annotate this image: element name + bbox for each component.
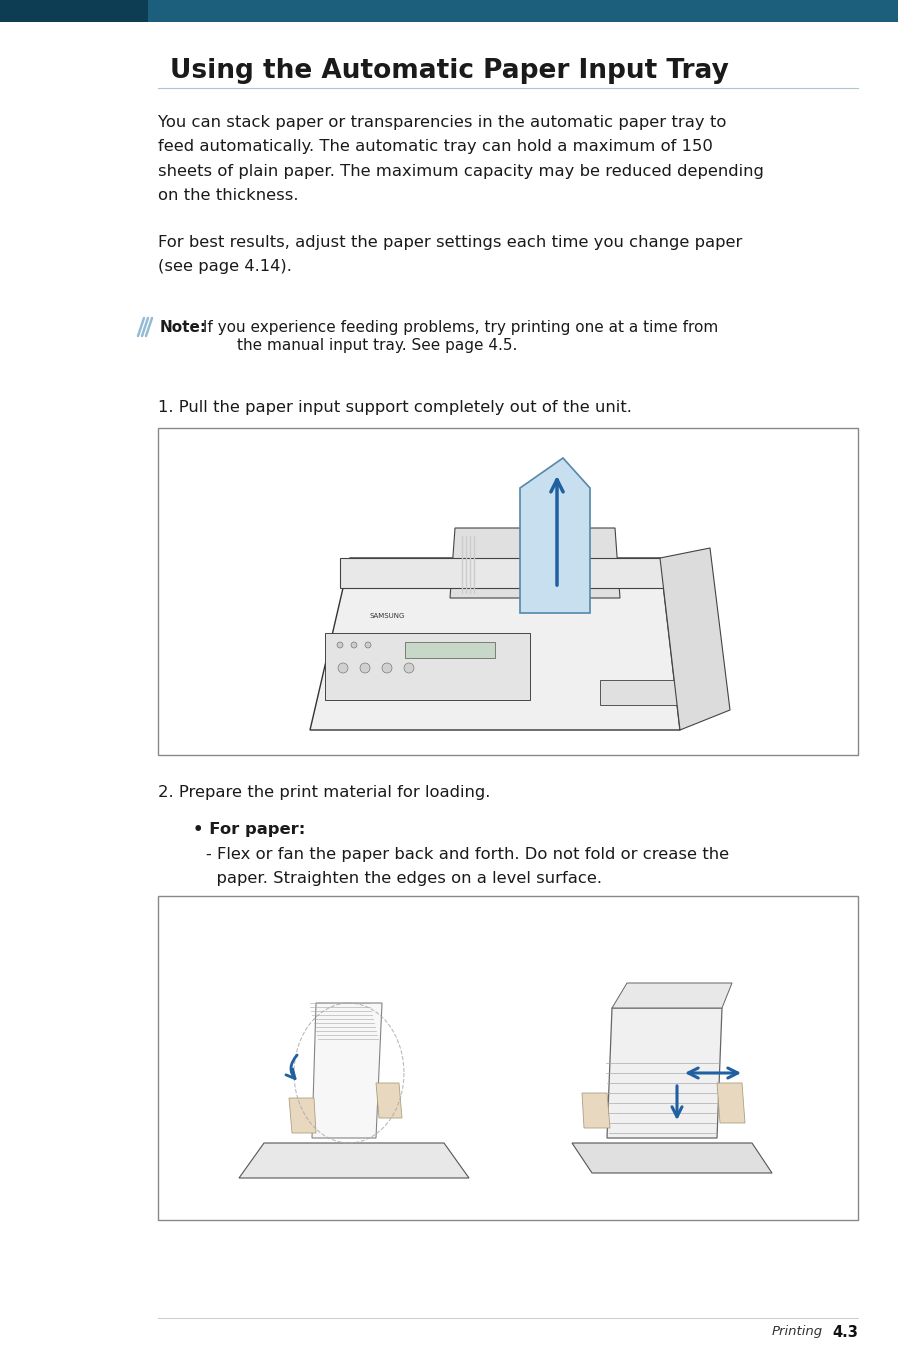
Bar bbox=[340, 558, 670, 588]
Polygon shape bbox=[607, 1008, 722, 1138]
Text: (see page 4.14).: (see page 4.14). bbox=[158, 259, 292, 274]
Bar bbox=[158, 896, 858, 1219]
Polygon shape bbox=[289, 1098, 316, 1133]
Circle shape bbox=[382, 663, 392, 672]
Bar bbox=[0, 0, 148, 22]
Text: If you experience feeding problems, try printing one at a time from: If you experience feeding problems, try … bbox=[198, 321, 718, 336]
Polygon shape bbox=[612, 983, 732, 1008]
Polygon shape bbox=[376, 1083, 402, 1118]
Polygon shape bbox=[572, 1143, 772, 1173]
Bar bbox=[405, 642, 495, 657]
Circle shape bbox=[365, 642, 371, 648]
Circle shape bbox=[360, 663, 370, 672]
Polygon shape bbox=[312, 1003, 382, 1138]
Polygon shape bbox=[450, 528, 620, 597]
Bar bbox=[0, 0, 898, 22]
Text: 4.3: 4.3 bbox=[832, 1324, 858, 1339]
Bar bbox=[600, 681, 710, 705]
Polygon shape bbox=[239, 1143, 469, 1178]
Text: For best results, adjust the paper settings each time you change paper: For best results, adjust the paper setti… bbox=[158, 235, 743, 250]
Text: Printing: Printing bbox=[772, 1324, 823, 1338]
Text: on the thickness.: on the thickness. bbox=[158, 188, 298, 203]
Circle shape bbox=[337, 642, 343, 648]
Text: feed automatically. The automatic tray can hold a maximum of 150: feed automatically. The automatic tray c… bbox=[158, 139, 713, 154]
Text: paper. Straighten the edges on a level surface.: paper. Straighten the edges on a level s… bbox=[206, 872, 602, 887]
Circle shape bbox=[351, 642, 357, 648]
Text: • For paper:: • For paper: bbox=[193, 822, 305, 837]
Text: - Flex or fan the paper back and forth. Do not fold or crease the: - Flex or fan the paper back and forth. … bbox=[206, 847, 729, 862]
Text: 1. Pull the paper input support completely out of the unit.: 1. Pull the paper input support complete… bbox=[158, 400, 632, 415]
Polygon shape bbox=[660, 548, 730, 730]
Text: 2. Prepare the print material for loading.: 2. Prepare the print material for loadin… bbox=[158, 786, 490, 801]
Polygon shape bbox=[717, 1083, 745, 1123]
Text: the manual input tray. See page 4.5.: the manual input tray. See page 4.5. bbox=[198, 338, 517, 353]
Circle shape bbox=[404, 663, 414, 672]
Polygon shape bbox=[520, 458, 590, 612]
Text: sheets of plain paper. The maximum capacity may be reduced depending: sheets of plain paper. The maximum capac… bbox=[158, 164, 764, 179]
Bar bbox=[158, 428, 858, 756]
Polygon shape bbox=[582, 1093, 610, 1128]
Text: Using the Automatic Paper Input Tray: Using the Automatic Paper Input Tray bbox=[170, 59, 728, 85]
Circle shape bbox=[338, 663, 348, 672]
Bar bbox=[325, 633, 530, 700]
Text: SAMSUNG: SAMSUNG bbox=[370, 612, 405, 619]
Polygon shape bbox=[310, 558, 680, 730]
Text: Note:: Note: bbox=[160, 321, 207, 336]
Text: You can stack paper or transparencies in the automatic paper tray to: You can stack paper or transparencies in… bbox=[158, 115, 726, 130]
